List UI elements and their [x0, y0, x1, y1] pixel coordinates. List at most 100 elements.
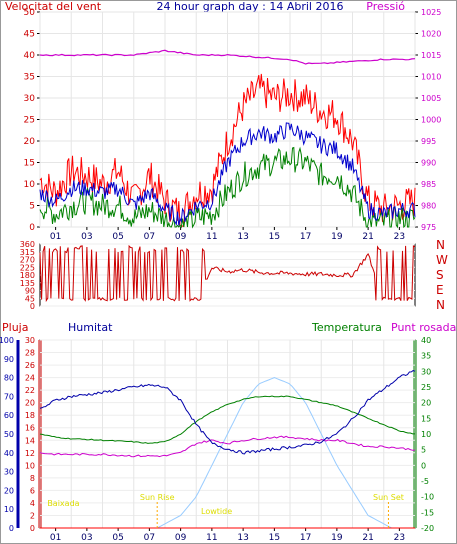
- solar-line: [156, 377, 392, 529]
- pressure-tick-label: 990: [421, 159, 436, 168]
- x-tick-label: 05: [112, 232, 123, 242]
- temperature-axis-title: Temperatura: [311, 321, 382, 334]
- pressure-tick-label: 995: [421, 137, 436, 146]
- page-title: 24 hour graph day : 14 Abril 2016: [157, 0, 344, 13]
- x-tick-label: 09: [175, 232, 187, 242]
- x-tick-label: 01: [50, 533, 61, 543]
- annotation-label: Sun Rise: [140, 493, 175, 502]
- humidity-tick-label: 90: [4, 355, 14, 364]
- temp-tick-label: 30: [421, 367, 431, 376]
- temp-tick-label: -5: [421, 477, 429, 486]
- x-tick-label: 19: [331, 533, 343, 543]
- annotation-label: Baixada: [47, 499, 79, 508]
- dewpoint-axis-title: Punt rosada: [391, 321, 456, 334]
- pressure-axis-title: Pressió: [366, 0, 405, 13]
- x-tick-label: 21: [362, 232, 373, 242]
- rain-tick-label: 6: [30, 486, 35, 495]
- pressure-tick-label: 1015: [421, 51, 441, 60]
- x-tick-label: 03: [81, 232, 92, 242]
- temp-tick-label: -20: [421, 524, 434, 533]
- dewpoint-line: [39, 435, 416, 458]
- wind-axis-title: Velocitat del vent: [5, 0, 102, 13]
- humidity-tick-label: 40: [4, 449, 14, 458]
- wind-tick-label: 0: [29, 223, 35, 233]
- wind-series: [39, 49, 416, 229]
- rain-tick-label: 26: [25, 361, 35, 370]
- temp-tick-label: 20: [421, 399, 431, 408]
- temp-tick-label: 0: [421, 461, 426, 470]
- wind-tick-label: 40: [24, 51, 36, 61]
- humidity-axis-title: Humitat: [68, 321, 113, 334]
- x-tick-label: 23: [394, 533, 405, 543]
- temperature-line: [39, 395, 415, 444]
- compass-label: E: [436, 283, 444, 297]
- humidity-line: [39, 370, 416, 455]
- x-tick-label: 03: [81, 533, 92, 543]
- wind-tick-label: 50: [24, 8, 36, 18]
- compass-label: N: [436, 238, 445, 252]
- temp-tick-label: 35: [421, 352, 431, 361]
- compass-label: S: [436, 268, 444, 282]
- humidity-tick-label: 20: [4, 486, 14, 495]
- wind-tick-label: 30: [24, 94, 36, 104]
- x-tick-label: 15: [269, 533, 280, 543]
- direction-tick-label: 315: [20, 248, 35, 257]
- pressure-tick-label: 1020: [421, 30, 441, 39]
- pressure-tick-label: 1005: [421, 94, 441, 103]
- x-tick-label: 07: [144, 533, 155, 543]
- x-tick-label: 11: [206, 533, 217, 543]
- humidity-tick-label: 80: [4, 374, 14, 383]
- rain-tick-label: 28: [25, 349, 35, 358]
- direction-tick-label: 360: [20, 240, 35, 249]
- compass-label: W: [436, 253, 448, 267]
- humidity-tick-label: 70: [4, 392, 14, 401]
- pressure-line: [39, 49, 416, 65]
- wind-tick-label: 35: [24, 73, 35, 83]
- wind-lull-line: [39, 146, 416, 229]
- wind-average-line: [39, 122, 416, 227]
- wind-tick-label: 20: [24, 137, 36, 147]
- pressure-tick-label: 985: [421, 180, 436, 189]
- rain-tick-label: 12: [25, 449, 35, 458]
- rain-axis-title: Pluja: [2, 321, 28, 334]
- direction-tick-label: 225: [20, 263, 35, 272]
- x-tick-label: 11: [206, 232, 217, 242]
- direction-series: [39, 244, 416, 303]
- wind-gust-line: [39, 73, 416, 228]
- rain-tick-label: 16: [25, 424, 35, 433]
- rain-tick-label: 4: [30, 499, 35, 508]
- rain-tick-label: 14: [25, 436, 35, 445]
- wind-tick-label: 25: [24, 116, 35, 126]
- direction-tick-label: 90: [25, 287, 35, 296]
- wind-tick-label: 15: [24, 159, 35, 169]
- direction-tick-label: 135: [20, 279, 35, 288]
- direction-tick-label: 180: [20, 271, 35, 280]
- x-tick-label: 23: [394, 232, 405, 242]
- humidity-tick-label: 10: [4, 505, 14, 514]
- temp-tick-label: 25: [421, 383, 431, 392]
- x-tick-label: 07: [144, 232, 155, 242]
- wind-tick-label: 5: [29, 202, 35, 212]
- pressure-tick-label: 1010: [421, 73, 441, 82]
- x-tick-label: 13: [237, 232, 248, 242]
- direction-tick-label: 270: [20, 256, 35, 265]
- rain-tick-label: 24: [25, 374, 35, 383]
- temp-tick-label: 5: [421, 446, 426, 455]
- rain-tick-label: 22: [25, 386, 35, 395]
- direction-line: [39, 244, 416, 303]
- wind-tick-label: 10: [24, 180, 36, 190]
- annotation-label: Sun Set: [373, 493, 404, 502]
- pressure-tick-label: 975: [421, 223, 436, 232]
- pressure-tick-label: 1025: [421, 8, 441, 17]
- humidity-tick-label: 0: [9, 524, 14, 533]
- direction-tick-label: 0: [30, 302, 35, 311]
- x-tick-label: 13: [237, 533, 248, 543]
- pressure-tick-label: 980: [421, 202, 436, 211]
- rain-tick-label: 10: [25, 461, 35, 470]
- humidity-tick-label: 50: [4, 430, 14, 439]
- x-tick-label: 19: [331, 232, 343, 242]
- rain-tick-label: 2: [30, 511, 35, 520]
